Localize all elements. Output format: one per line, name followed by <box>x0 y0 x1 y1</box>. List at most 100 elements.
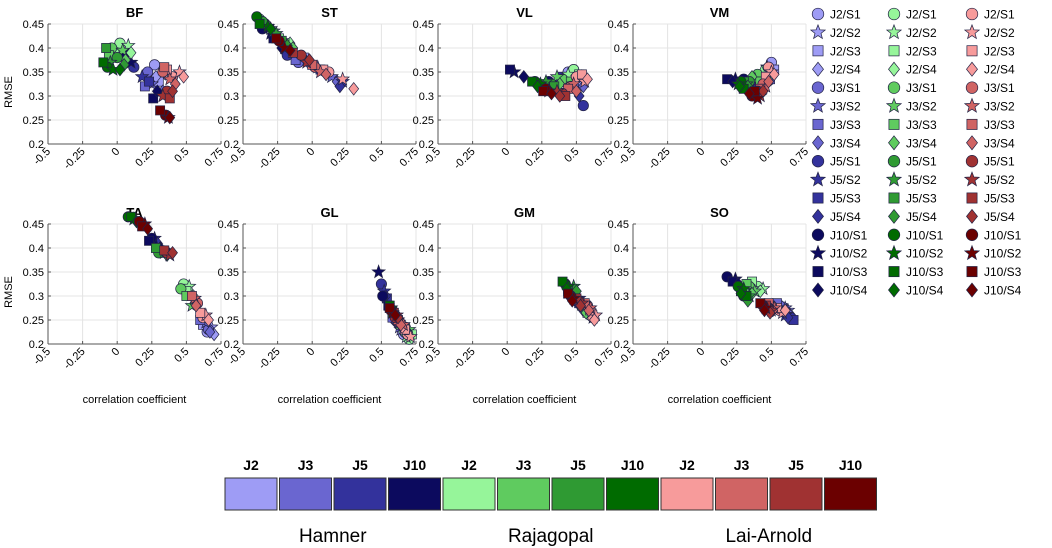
legend-marker <box>966 208 978 224</box>
x-axis-label: correlation coefficient <box>278 394 382 406</box>
legend-item: J2/S3 <box>966 44 1015 58</box>
legend-column-hamner: J2/S1 J2/S2 J2/S3 J2/S4 J3/S1 J3/S2 J3/S3 J3/S4… <box>809 8 868 298</box>
legend-column-laiarnold: J2/S1 J2/S2 J2/S3 J2/S4 J3/S1 J3/S2 J3/S3 J3/S4… <box>963 8 1022 298</box>
data-points <box>505 64 593 112</box>
data-points <box>722 56 780 105</box>
legend-item: J5/S1 <box>965 155 1015 169</box>
legend-marker <box>812 135 824 151</box>
legend-marker <box>809 171 827 187</box>
panel-title: GL <box>320 205 338 220</box>
panel-title: BF <box>126 5 143 20</box>
y-tick-label: 0.45 <box>608 19 629 31</box>
y-tick-label: 0.25 <box>23 315 44 327</box>
y-tick-label: 0.45 <box>218 219 239 231</box>
legend-item: J2/S4 <box>966 61 1015 77</box>
point-rajagopal-j10-s4 <box>735 286 747 301</box>
legend-label: J2/S3 <box>906 44 937 58</box>
x-tick-label: -0.25 <box>647 146 673 172</box>
legend-marker <box>812 208 824 224</box>
x-tick-label: 0 <box>500 146 513 159</box>
x-tick-label: -0.25 <box>452 346 478 372</box>
x-tick-label: 0 <box>695 146 708 159</box>
point-rajagopal-j5-s3 <box>151 243 161 253</box>
panel-gl: GL0.20.250.30.350.40.45-0.5 -0.25 0 0.25 0.5… <box>218 205 422 406</box>
y-tick-label: 0.25 <box>608 315 629 327</box>
legend-marker <box>885 171 903 187</box>
y-tick-label: 0.25 <box>23 115 44 127</box>
legend-label: J10/S4 <box>906 284 944 298</box>
legend-marker <box>966 266 978 278</box>
color-key-laiarnold: J2 J3 J5 J10 Lai-Arnold <box>660 457 877 547</box>
point-laiarnold-j2-s2 <box>403 328 418 344</box>
point-laiarnold-j10-s3 <box>563 288 574 299</box>
point-rajagopal-j2-s4 <box>125 45 137 60</box>
legend-label: J10/S4 <box>830 284 868 298</box>
panel-title: ST <box>321 5 338 20</box>
panel-vl: VL0.20.250.30.350.40.45-0.5 -0.25 0 0.25 0.5… <box>413 5 617 172</box>
point-laiarnold-j10-s4 <box>546 86 557 101</box>
point-laiarnold-j10-s4 <box>759 303 770 318</box>
panel-st: ST0.20.250.30.350.40.45-0.5 -0.25 0 0.25 0.5… <box>218 5 422 172</box>
legend-marker <box>963 97 981 113</box>
legend-marker <box>887 228 901 241</box>
point-laiarnold-j5-s3 <box>159 245 170 256</box>
legend-label: J5/S4 <box>984 210 1015 224</box>
legend-item: J10/S1 <box>811 228 868 242</box>
legend-label: J10/S2 <box>984 247 1022 261</box>
color-key-rajagopal: J2 J3 J5 J10 Rajagopal <box>442 457 659 547</box>
legend-item: J5/S2 <box>809 171 861 187</box>
point-laiarnold-j3-s4 <box>190 298 202 313</box>
legend-marker <box>811 155 825 168</box>
legend-item: J5/S4 <box>888 208 937 224</box>
legend-label: J3/S1 <box>830 81 861 95</box>
legend-item: J3/S1 <box>887 81 937 95</box>
legend-item: J10/S4 <box>966 282 1022 298</box>
x-tick-label: 0.75 <box>397 346 421 370</box>
y-tick-label: 0.45 <box>608 219 629 231</box>
legend-marker <box>888 118 900 130</box>
legend-label: J5/S3 <box>906 192 937 206</box>
legend-marker <box>885 244 903 261</box>
legend-marker <box>812 282 824 298</box>
color-key-group-name: Rajagopal <box>508 526 594 547</box>
legend-item: J2/S1 <box>965 8 1015 22</box>
legend-label: J2/S1 <box>830 8 861 22</box>
legend-label: J2/S3 <box>830 44 861 58</box>
legend-item: J10/S2 <box>885 244 944 261</box>
x-tick-label: 0.75 <box>202 346 226 370</box>
legend-marker <box>965 81 979 94</box>
x-tick-label: 0.5 <box>562 146 581 165</box>
color-key-label: J10 <box>839 457 863 473</box>
point-laiarnold-j10-s4 <box>743 86 755 101</box>
x-tick-label: -0.25 <box>647 346 673 372</box>
y-tick-label: 0.3 <box>419 291 434 303</box>
x-tick-label: 0.25 <box>718 346 742 370</box>
legend-item: J5/S4 <box>966 208 1015 224</box>
color-key-group-name: Hamner <box>299 526 367 547</box>
point-laiarnold-j3-s2 <box>566 76 582 91</box>
legend-item: J2/S1 <box>887 8 937 22</box>
color-key-swatch <box>442 477 496 511</box>
legend-marker <box>812 61 824 77</box>
legend-marker <box>811 228 825 241</box>
legend-label: J5/S1 <box>984 155 1015 169</box>
y-tick-label: 0.2 <box>29 339 44 351</box>
y-tick-label: 0.35 <box>608 67 629 79</box>
point-laiarnold-j10-s4 <box>389 308 401 323</box>
point-laiarnold-j10-s4 <box>566 293 578 308</box>
legend-item: J5/S2 <box>963 171 1015 187</box>
y-tick-label: 0.45 <box>218 19 239 31</box>
color-key-swatch <box>551 477 605 511</box>
legend-marker <box>887 81 901 94</box>
legend-marker <box>888 192 900 204</box>
point-laiarnold-j2-s4 <box>348 81 360 96</box>
legend-marker <box>888 208 900 224</box>
color-key-hamner: J2 J3 J5 J10 Hamner <box>224 457 441 547</box>
color-key-label: J2 <box>461 457 477 473</box>
point-hamner-j3-s4 <box>204 325 216 339</box>
legend-label: J5/S1 <box>906 155 937 169</box>
color-key-label: J10 <box>403 457 427 473</box>
color-key-label: J5 <box>788 457 804 473</box>
legend-label: J3/S2 <box>906 100 937 114</box>
point-hamner-j10-s3 <box>144 235 154 246</box>
